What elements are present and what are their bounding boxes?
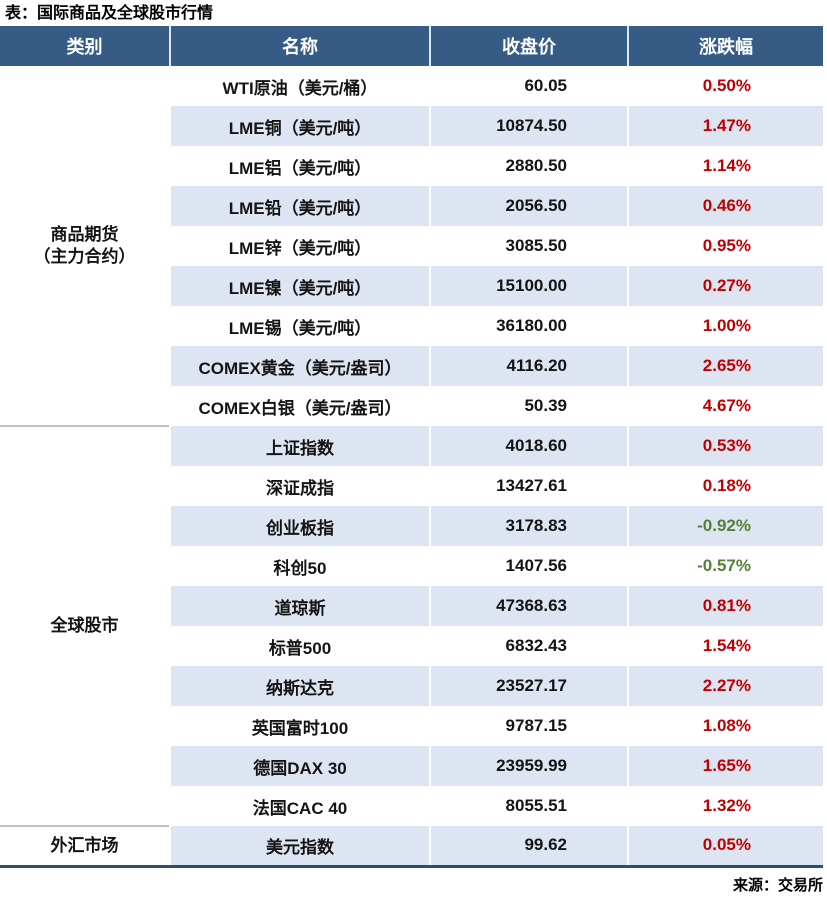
change-percent-value: 0.27%: [627, 266, 823, 306]
close-price-value: 23527.17: [429, 666, 628, 706]
instrument-name: LME锌（美元/吨）: [169, 226, 430, 266]
table-row: 创业板指 3178.83 -0.92%: [0, 506, 823, 546]
close-price-value: 8055.51: [429, 786, 628, 826]
change-percent-value: 0.81%: [627, 586, 823, 626]
change-percent-value: 2.65%: [627, 346, 823, 386]
table-row: 外汇市场 美元指数 99.62 0.05%: [0, 825, 823, 866]
close-price-value: 2056.50: [429, 186, 628, 226]
instrument-name: 上证指数: [169, 426, 430, 466]
category-label-line: （主力合约）: [33, 246, 136, 266]
instrument-name: 美元指数: [169, 826, 430, 866]
change-percent-value: 1.14%: [627, 146, 823, 186]
table-row: 道琼斯 47368.63 0.81%: [0, 586, 823, 626]
table-row: 英国富时100 9787.15 1.08%: [0, 706, 823, 746]
change-percent-value: 1.65%: [627, 746, 823, 786]
header-close-price: 收盘价: [429, 26, 628, 66]
table-row: COMEX白银（美元/盎司） 50.39 4.67%: [0, 386, 823, 426]
close-price-value: 23959.99: [429, 746, 628, 786]
close-price-value: 10874.50: [429, 106, 628, 146]
table-header: 类别 名称 收盘价 涨跌幅: [0, 26, 823, 66]
close-price-value: 13427.61: [429, 466, 628, 506]
instrument-name: 科创50: [169, 546, 430, 586]
instrument-name: 道琼斯: [169, 586, 430, 626]
table-row: LME铝（美元/吨） 2880.50 1.14%: [0, 146, 823, 186]
change-percent-value: 0.46%: [627, 186, 823, 226]
table-row: 深证成指 13427.61 0.18%: [0, 466, 823, 506]
close-price-value: 1407.56: [429, 546, 628, 586]
header-row: 类别 名称 收盘价 涨跌幅: [0, 26, 823, 66]
table-row: 法国CAC 40 8055.51 1.32%: [0, 786, 823, 826]
table-row: COMEX黄金（美元/盎司） 4116.20 2.65%: [0, 346, 823, 386]
instrument-name: COMEX白银（美元/盎司）: [169, 386, 430, 426]
change-percent-value: 1.54%: [627, 626, 823, 666]
table-row: LME锌（美元/吨） 3085.50 0.95%: [0, 226, 823, 266]
change-percent-value: 2.27%: [627, 666, 823, 706]
close-price-value: 99.62: [429, 826, 628, 866]
change-percent-value: 0.05%: [627, 826, 823, 866]
instrument-name: 深证成指: [169, 466, 430, 506]
table-row: LME锡（美元/吨） 36180.00 1.00%: [0, 306, 823, 346]
instrument-name: LME铅（美元/吨）: [169, 186, 430, 226]
change-percent-value: 4.67%: [627, 386, 823, 426]
instrument-name: 法国CAC 40: [169, 786, 430, 826]
header-category: 类别: [0, 26, 170, 66]
category-label-line: 全球股市: [50, 616, 119, 635]
close-price-value: 47368.63: [429, 586, 628, 626]
data-source-caption: 来源：交易所: [732, 876, 823, 894]
table-row: 科创50 1407.56 -0.57%: [0, 546, 823, 586]
change-percent-value: 0.95%: [627, 226, 823, 266]
table-row: LME镍（美元/吨） 15100.00 0.27%: [0, 266, 823, 306]
instrument-name: 创业板指: [169, 506, 430, 546]
change-percent-value: 0.53%: [627, 426, 823, 466]
change-percent-value: 1.08%: [627, 706, 823, 746]
close-price-value: 15100.00: [429, 266, 628, 306]
category-cell: 商品期货 （主力合约）: [0, 66, 170, 426]
close-price-value: 3085.50: [429, 226, 628, 266]
change-percent-value: 0.18%: [627, 466, 823, 506]
market-quotes-table: 类别 名称 收盘价 涨跌幅 商品期货 （主力合约） WTI原油（美元/桶） 60.05…: [0, 26, 823, 868]
table-row: 商品期货 （主力合约） WTI原油（美元/桶） 60.05 0.50%: [0, 66, 823, 426]
instrument-name: 德国DAX 30: [169, 746, 430, 786]
close-price-value: 3178.83: [429, 506, 628, 546]
instrument-name: LME镍（美元/吨）: [169, 266, 430, 306]
table-row: LME铜（美元/吨） 10874.50 1.47%: [0, 106, 823, 146]
instrument-name: COMEX黄金（美元/盎司）: [169, 346, 430, 386]
instrument-name: WTI原油（美元/桶）: [169, 66, 430, 106]
change-percent-value: -0.92%: [627, 506, 823, 546]
close-price-value: 6832.43: [429, 626, 628, 666]
change-percent-value: -0.57%: [627, 546, 823, 586]
category-cell: 全球股市: [0, 425, 170, 826]
close-price-value: 36180.00: [429, 306, 628, 346]
instrument-name: 英国富时100: [169, 706, 430, 746]
instrument-name: 标普500: [169, 626, 430, 666]
instrument-name: LME铝（美元/吨）: [169, 146, 430, 186]
category-cell: 外汇市场: [0, 825, 170, 866]
close-price-value: 4018.60: [429, 426, 628, 466]
close-price-value: 4116.20: [429, 346, 628, 386]
table-row: 标普500 6832.43 1.54%: [0, 626, 823, 666]
category-label-line: 外汇市场: [50, 835, 119, 855]
table-title: 表：国际商品及全球股市行情: [5, 5, 214, 22]
close-price-value: 2880.50: [429, 146, 628, 186]
header-name: 名称: [169, 26, 430, 66]
header-change-pct: 涨跌幅: [627, 26, 823, 66]
change-percent-value: 1.32%: [627, 786, 823, 826]
close-price-value: 60.05: [429, 66, 628, 106]
table-row: 纳斯达克 23527.17 2.27%: [0, 666, 823, 706]
change-percent-value: 1.00%: [627, 306, 823, 346]
table-row: 全球股市 上证指数 4018.60 0.53%: [0, 425, 823, 826]
table-row: 德国DAX 30 23959.99 1.65%: [0, 746, 823, 786]
close-price-value: 9787.15: [429, 706, 628, 746]
instrument-name: LME铜（美元/吨）: [169, 106, 430, 146]
change-percent-value: 0.50%: [627, 66, 823, 106]
table-row: LME铅（美元/吨） 2056.50 0.46%: [0, 186, 823, 226]
change-percent-value: 1.47%: [627, 106, 823, 146]
instrument-name: 纳斯达克: [169, 666, 430, 706]
instrument-name: LME锡（美元/吨）: [169, 306, 430, 346]
close-price-value: 50.39: [429, 386, 628, 426]
table-body: 商品期货 （主力合约） WTI原油（美元/桶） 60.05 0.50% LME铜（美元/吨…: [0, 66, 823, 866]
category-label-line: 商品期货: [50, 224, 119, 244]
